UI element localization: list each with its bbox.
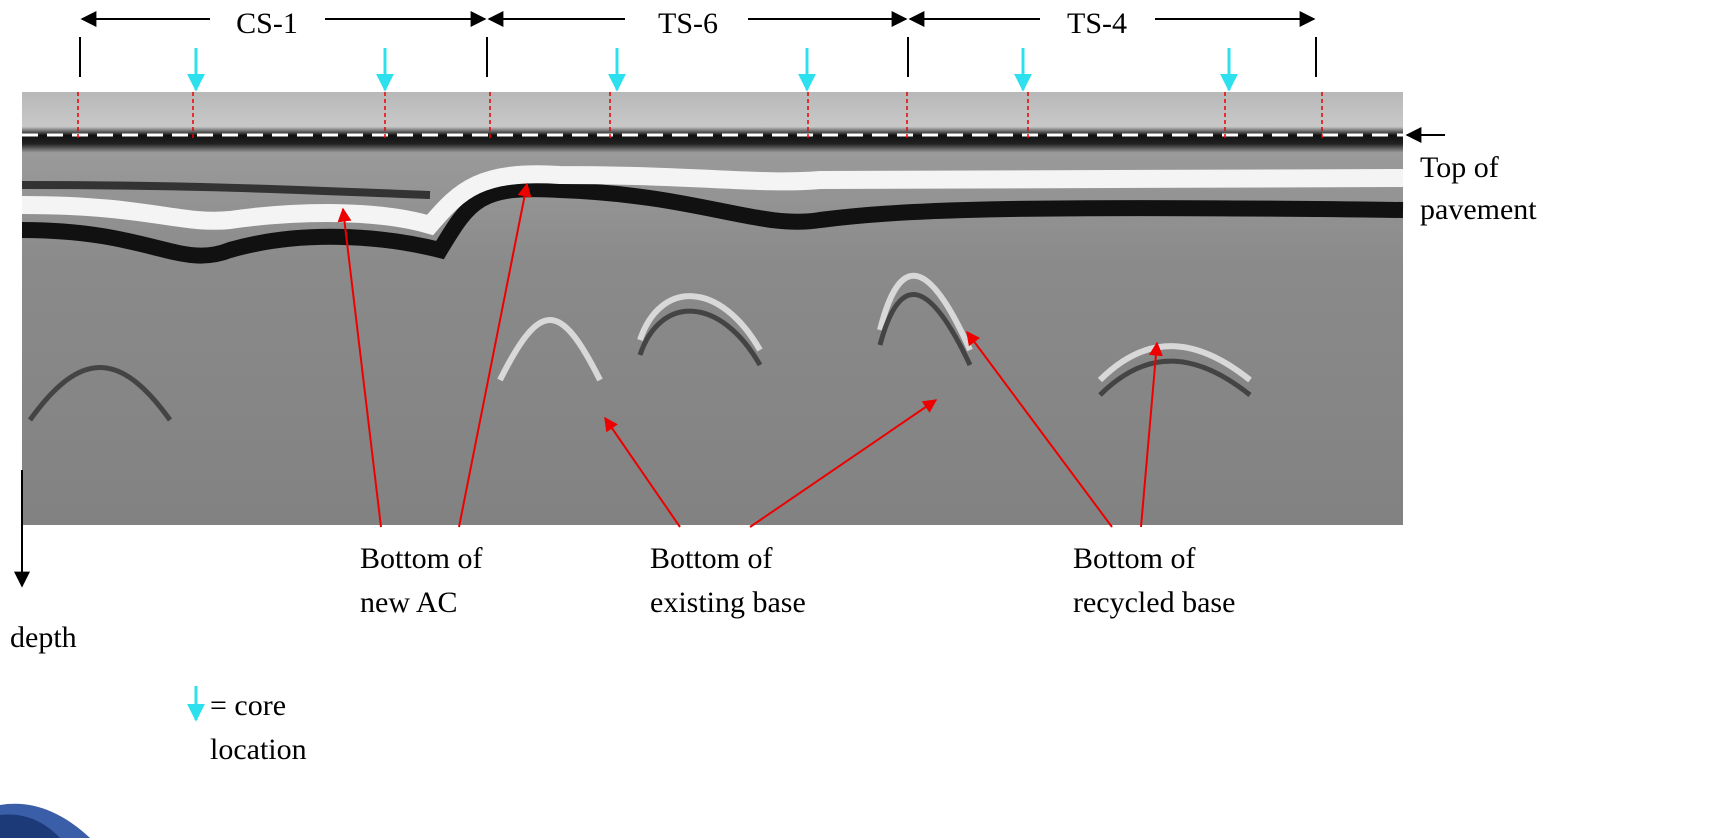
legend-text: = core: [210, 689, 286, 722]
radargram-background: [22, 92, 1403, 525]
section-dividers: [79, 37, 1317, 77]
radargram: [21, 92, 1404, 525]
dark-band: [21, 181, 431, 199]
reflection: [27, 292, 1252, 422]
annotation: Bottom of: [360, 542, 483, 575]
annotation-arrows: [337, 182, 1163, 528]
section-label: TS-6: [658, 7, 718, 40]
depth-label: depth: [10, 621, 77, 654]
core-arrows: [187, 48, 1238, 92]
annotation: existing base: [650, 586, 806, 619]
annotation: Top of: [1420, 151, 1499, 184]
section-label: CS-1: [236, 7, 298, 40]
section-label: TS-4: [1067, 7, 1127, 40]
bright-band: [21, 165, 1404, 236]
legend-text: location: [210, 733, 307, 766]
dark-band: [21, 181, 1404, 264]
annotation: recycled base: [1073, 586, 1235, 619]
reflection: [497, 272, 1252, 383]
core-markers: [77, 92, 1323, 140]
annotation: Bottom of: [1073, 542, 1196, 575]
annotation: Bottom of: [650, 542, 773, 575]
slide-decoration: [0, 814, 60, 838]
annotation: pavement: [1420, 193, 1537, 226]
annotation: new AC: [360, 586, 458, 619]
